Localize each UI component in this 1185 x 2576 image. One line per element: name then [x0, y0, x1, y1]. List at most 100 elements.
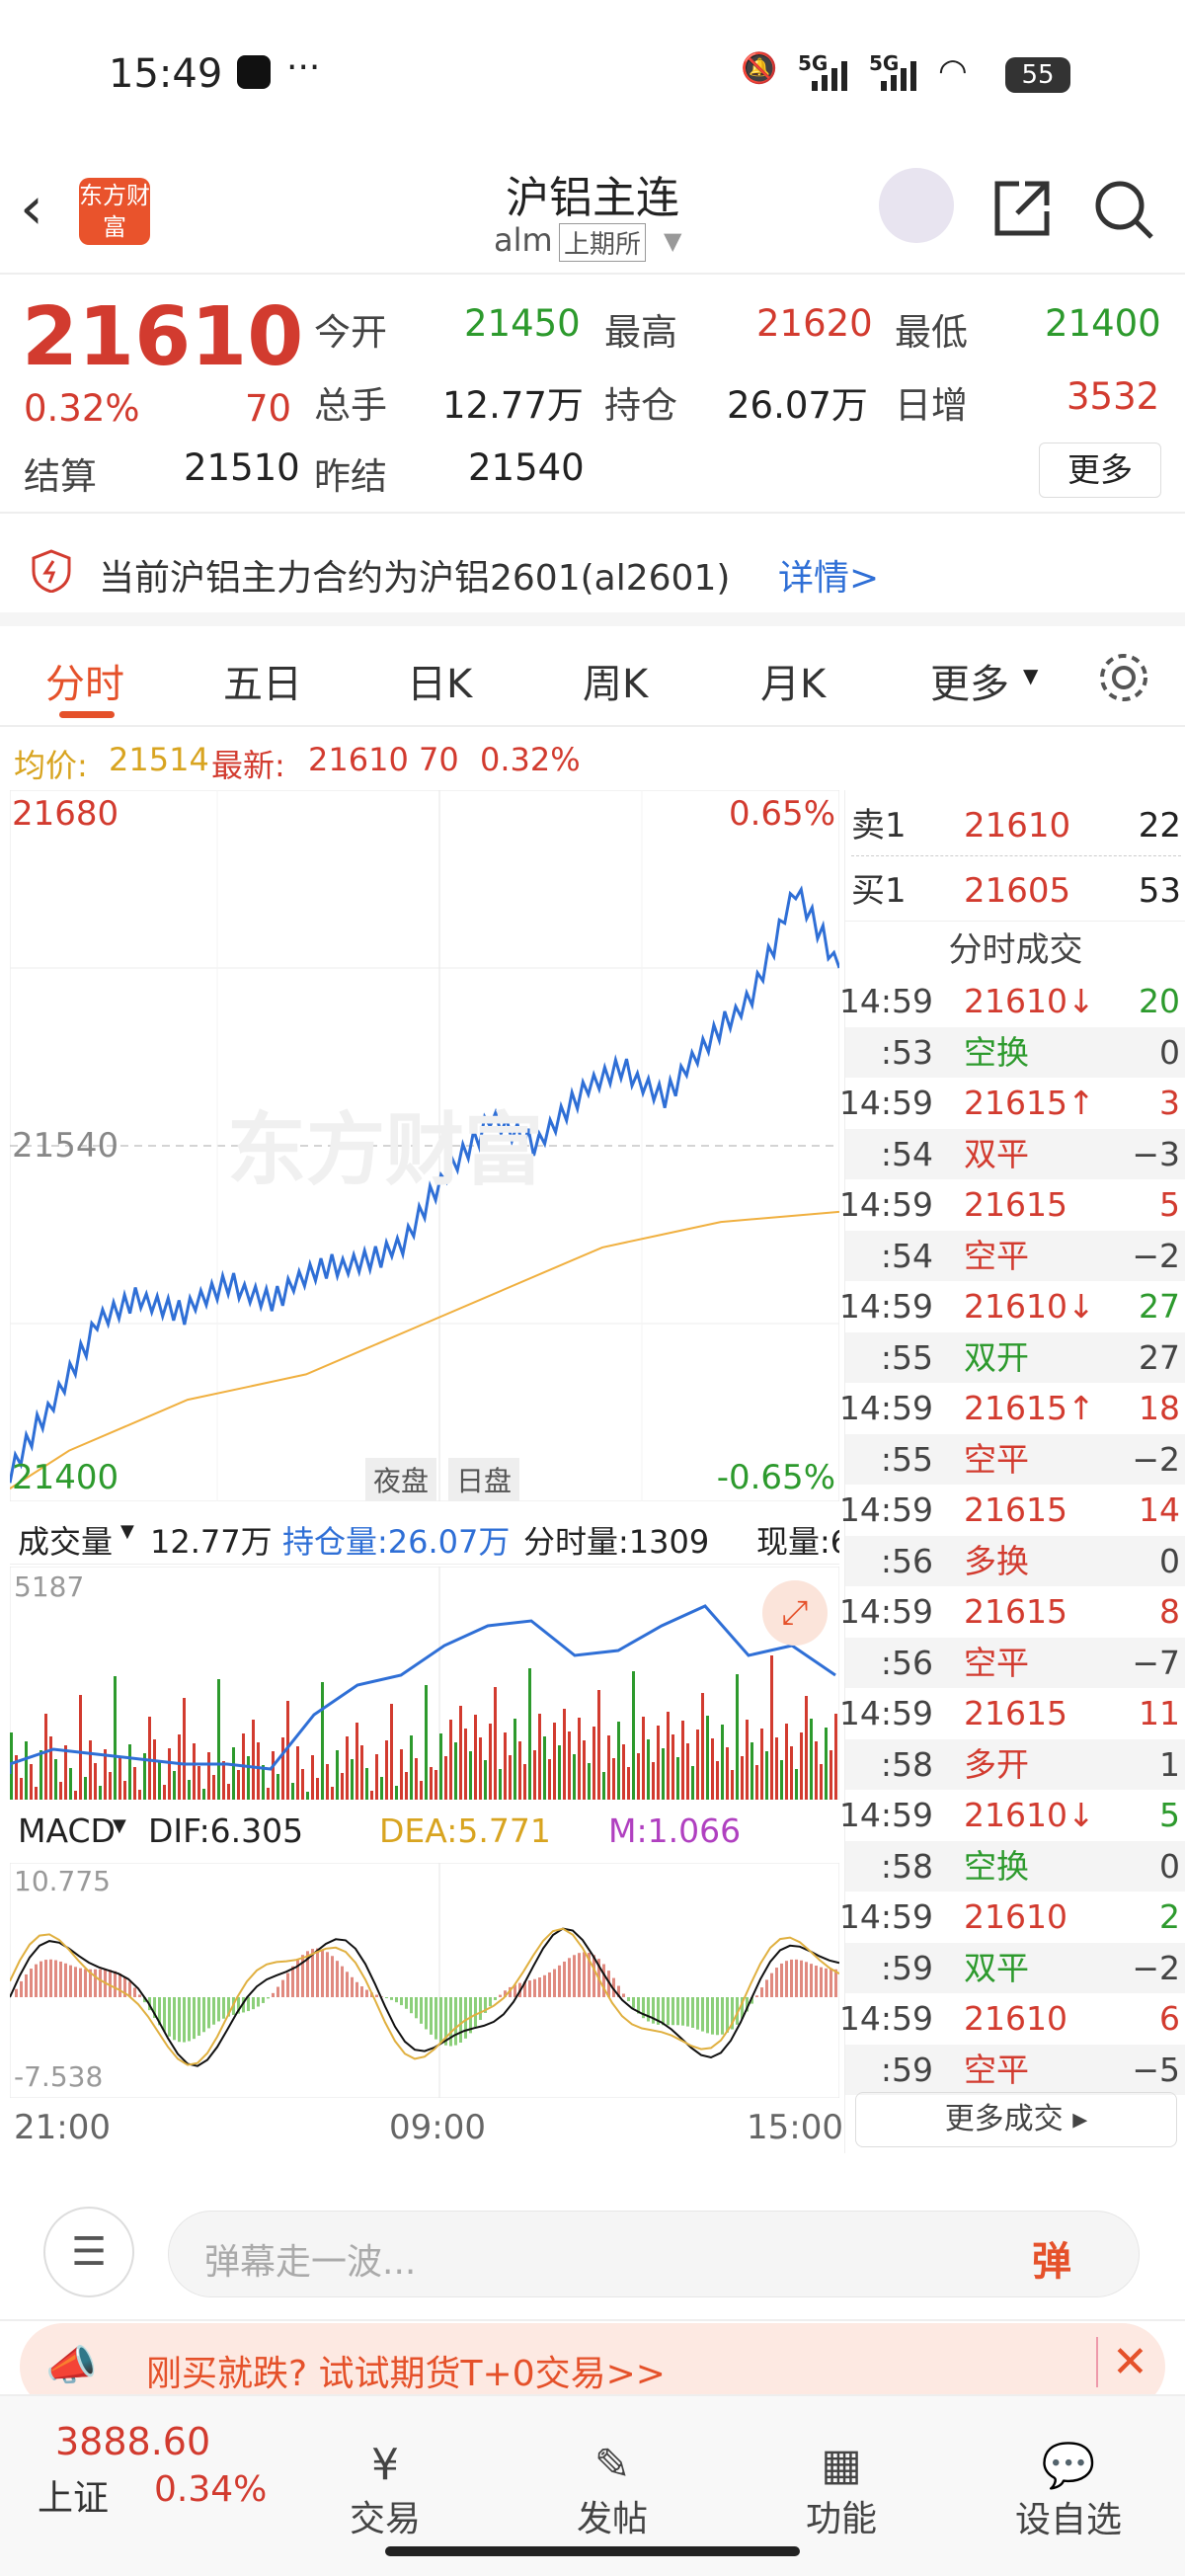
volume-bar [538, 1714, 541, 1800]
volume-bar [15, 1755, 18, 1800]
volume-bar [543, 1736, 546, 1800]
tick-qty: 2 [1159, 1897, 1180, 1936]
intraday-chart[interactable]: 东方财富 21680 21540 21400 0.65% -0.65% 夜盘 日… [8, 789, 841, 1502]
volume-bar [755, 1765, 758, 1800]
volume-chart[interactable]: 5187 ⤢ [8, 1566, 840, 1801]
volume-bar [44, 1714, 47, 1800]
macd-select[interactable]: MACD [18, 1811, 116, 1850]
share-icon[interactable] [991, 178, 1053, 239]
expand-icon[interactable]: ⤢ [762, 1580, 828, 1646]
nav-post[interactable]: ✎ 发帖 [543, 2440, 681, 2541]
macd-bar [583, 1952, 586, 1997]
page-title: 沪铝主连 [506, 173, 679, 223]
volume-bar [647, 1739, 650, 1800]
volume-bar [326, 1764, 329, 1800]
tab-monthly-k[interactable]: 月K [760, 662, 827, 707]
macd-bar [286, 1972, 289, 1997]
chat-bubble-icon: 💬 [1041, 2441, 1096, 2491]
close-icon[interactable]: ✕ [1096, 2337, 1148, 2387]
robot-assistant-icon[interactable] [879, 168, 954, 243]
message-list-icon[interactable]: ☰ [43, 2207, 134, 2297]
volume-bar [311, 1755, 314, 1800]
volume-bar [489, 1724, 492, 1800]
tick-row: :55 空平 −2 [845, 1433, 1185, 1485]
index-value[interactable]: 3888.60 [55, 2420, 211, 2463]
volume-bar [795, 1769, 798, 1800]
volume-bar [746, 1720, 749, 1800]
tab-daily-k[interactable]: 日K [407, 662, 473, 707]
volume-bar [168, 1748, 171, 1800]
day-session-tag[interactable]: 日盘 [448, 1458, 520, 1501]
macd-bar [479, 1997, 482, 2021]
macd-bar [207, 1997, 210, 2029]
volume-bar [222, 1761, 225, 1800]
macd-bar [731, 1997, 734, 2030]
macd-bar [281, 1979, 284, 1997]
chevron-down-icon[interactable]: ▼ [664, 227, 682, 255]
tick-price: 空换 [964, 1032, 1029, 1072]
send-danmaku-button[interactable]: 弹 [1032, 2239, 1071, 2285]
night-session-tag[interactable]: 夜盘 [365, 1458, 437, 1501]
chevron-down-icon[interactable]: ▼ [113, 1815, 126, 1836]
volume-bar [504, 1732, 507, 1800]
more-button[interactable]: 更多 [1039, 443, 1161, 498]
more-dots-icon: ··· [286, 47, 321, 88]
macd-bar [785, 1961, 788, 1997]
macd-bar [686, 1997, 689, 2027]
macd-bar [721, 1997, 724, 2035]
volume-bar [276, 1774, 279, 1800]
tab-intraday[interactable]: 分时 [45, 662, 124, 707]
macd-bar [662, 1997, 665, 2026]
volume-bar [573, 1754, 576, 1800]
comment-input[interactable]: 弹幕走一波... 弹 [168, 2211, 1140, 2297]
macd-bar [123, 1976, 126, 1997]
nav-trade[interactable]: ¥ 交易 [316, 2440, 454, 2541]
volume-bar [509, 1755, 512, 1800]
macd-bar [805, 1962, 808, 1997]
volume-bar [563, 1709, 566, 1800]
macd-bar [163, 1997, 166, 2032]
shield-icon [32, 549, 71, 593]
volume-bar [494, 1687, 497, 1800]
nav-functions[interactable]: ▦ 功能 [772, 2440, 910, 2541]
gear-icon[interactable] [1096, 650, 1151, 705]
quote-panel: 21610 0.32% 70 结算 21510 今开 21450 最高 2162… [0, 277, 1185, 514]
tab-weekly-k[interactable]: 周K [583, 662, 649, 707]
volume-bar [40, 1750, 42, 1800]
macd-header: MACD ▼ DIF:6.305 DEA:5.771 M:1.066 [10, 1802, 839, 1861]
tick-time: 14:59 [838, 1490, 933, 1529]
volume-bar [400, 1749, 403, 1800]
macd-bar [642, 1997, 645, 2019]
macd-bar [276, 1986, 279, 1997]
volume-bar [514, 1719, 516, 1800]
tab-more[interactable]: 更多 [930, 662, 1009, 707]
tab-five-day[interactable]: 五日 [223, 662, 302, 707]
volume-select[interactable]: 成交量 [18, 1523, 114, 1561]
nav-add-watchlist[interactable]: 💬 设自选 [999, 2440, 1138, 2542]
dif-value: DIF:6.305 [148, 1811, 304, 1850]
exchange-badge[interactable]: 上期所 [559, 223, 647, 262]
promo-text[interactable]: 刚买就跌? 试试期货T+0交易>> [146, 2354, 666, 2394]
back-icon[interactable]: ‹ [20, 174, 43, 243]
volume-bar [425, 1685, 428, 1800]
macd-chart[interactable]: 10.775 -7.538 [9, 1862, 840, 2099]
oi-label: 持仓 [604, 384, 677, 427]
macd-bar [341, 1966, 344, 1997]
macd-bar [114, 1971, 117, 1997]
search-icon[interactable] [1092, 178, 1155, 241]
index-name[interactable]: 上证 [38, 2478, 110, 2519]
macd-bar [272, 1992, 275, 1997]
macd-bar [267, 1997, 270, 1999]
index-pct[interactable]: 0.34% [154, 2469, 268, 2510]
macd-bar [222, 1997, 225, 2019]
volume-bar [711, 1738, 714, 1800]
bottom-price-label: 21400 [12, 1458, 119, 1497]
oi-value: 26.07万 [727, 384, 868, 427]
macd-bar [617, 1985, 620, 1997]
volume-bar [464, 1729, 467, 1800]
macd-bar [602, 1964, 605, 1997]
macd-bar [553, 1969, 556, 1997]
notice-detail-link[interactable]: 详情> [778, 558, 880, 599]
chevron-down-icon[interactable]: ▼ [120, 1521, 134, 1542]
more-ticks-button[interactable]: 更多成交 ▸ [855, 2092, 1177, 2147]
